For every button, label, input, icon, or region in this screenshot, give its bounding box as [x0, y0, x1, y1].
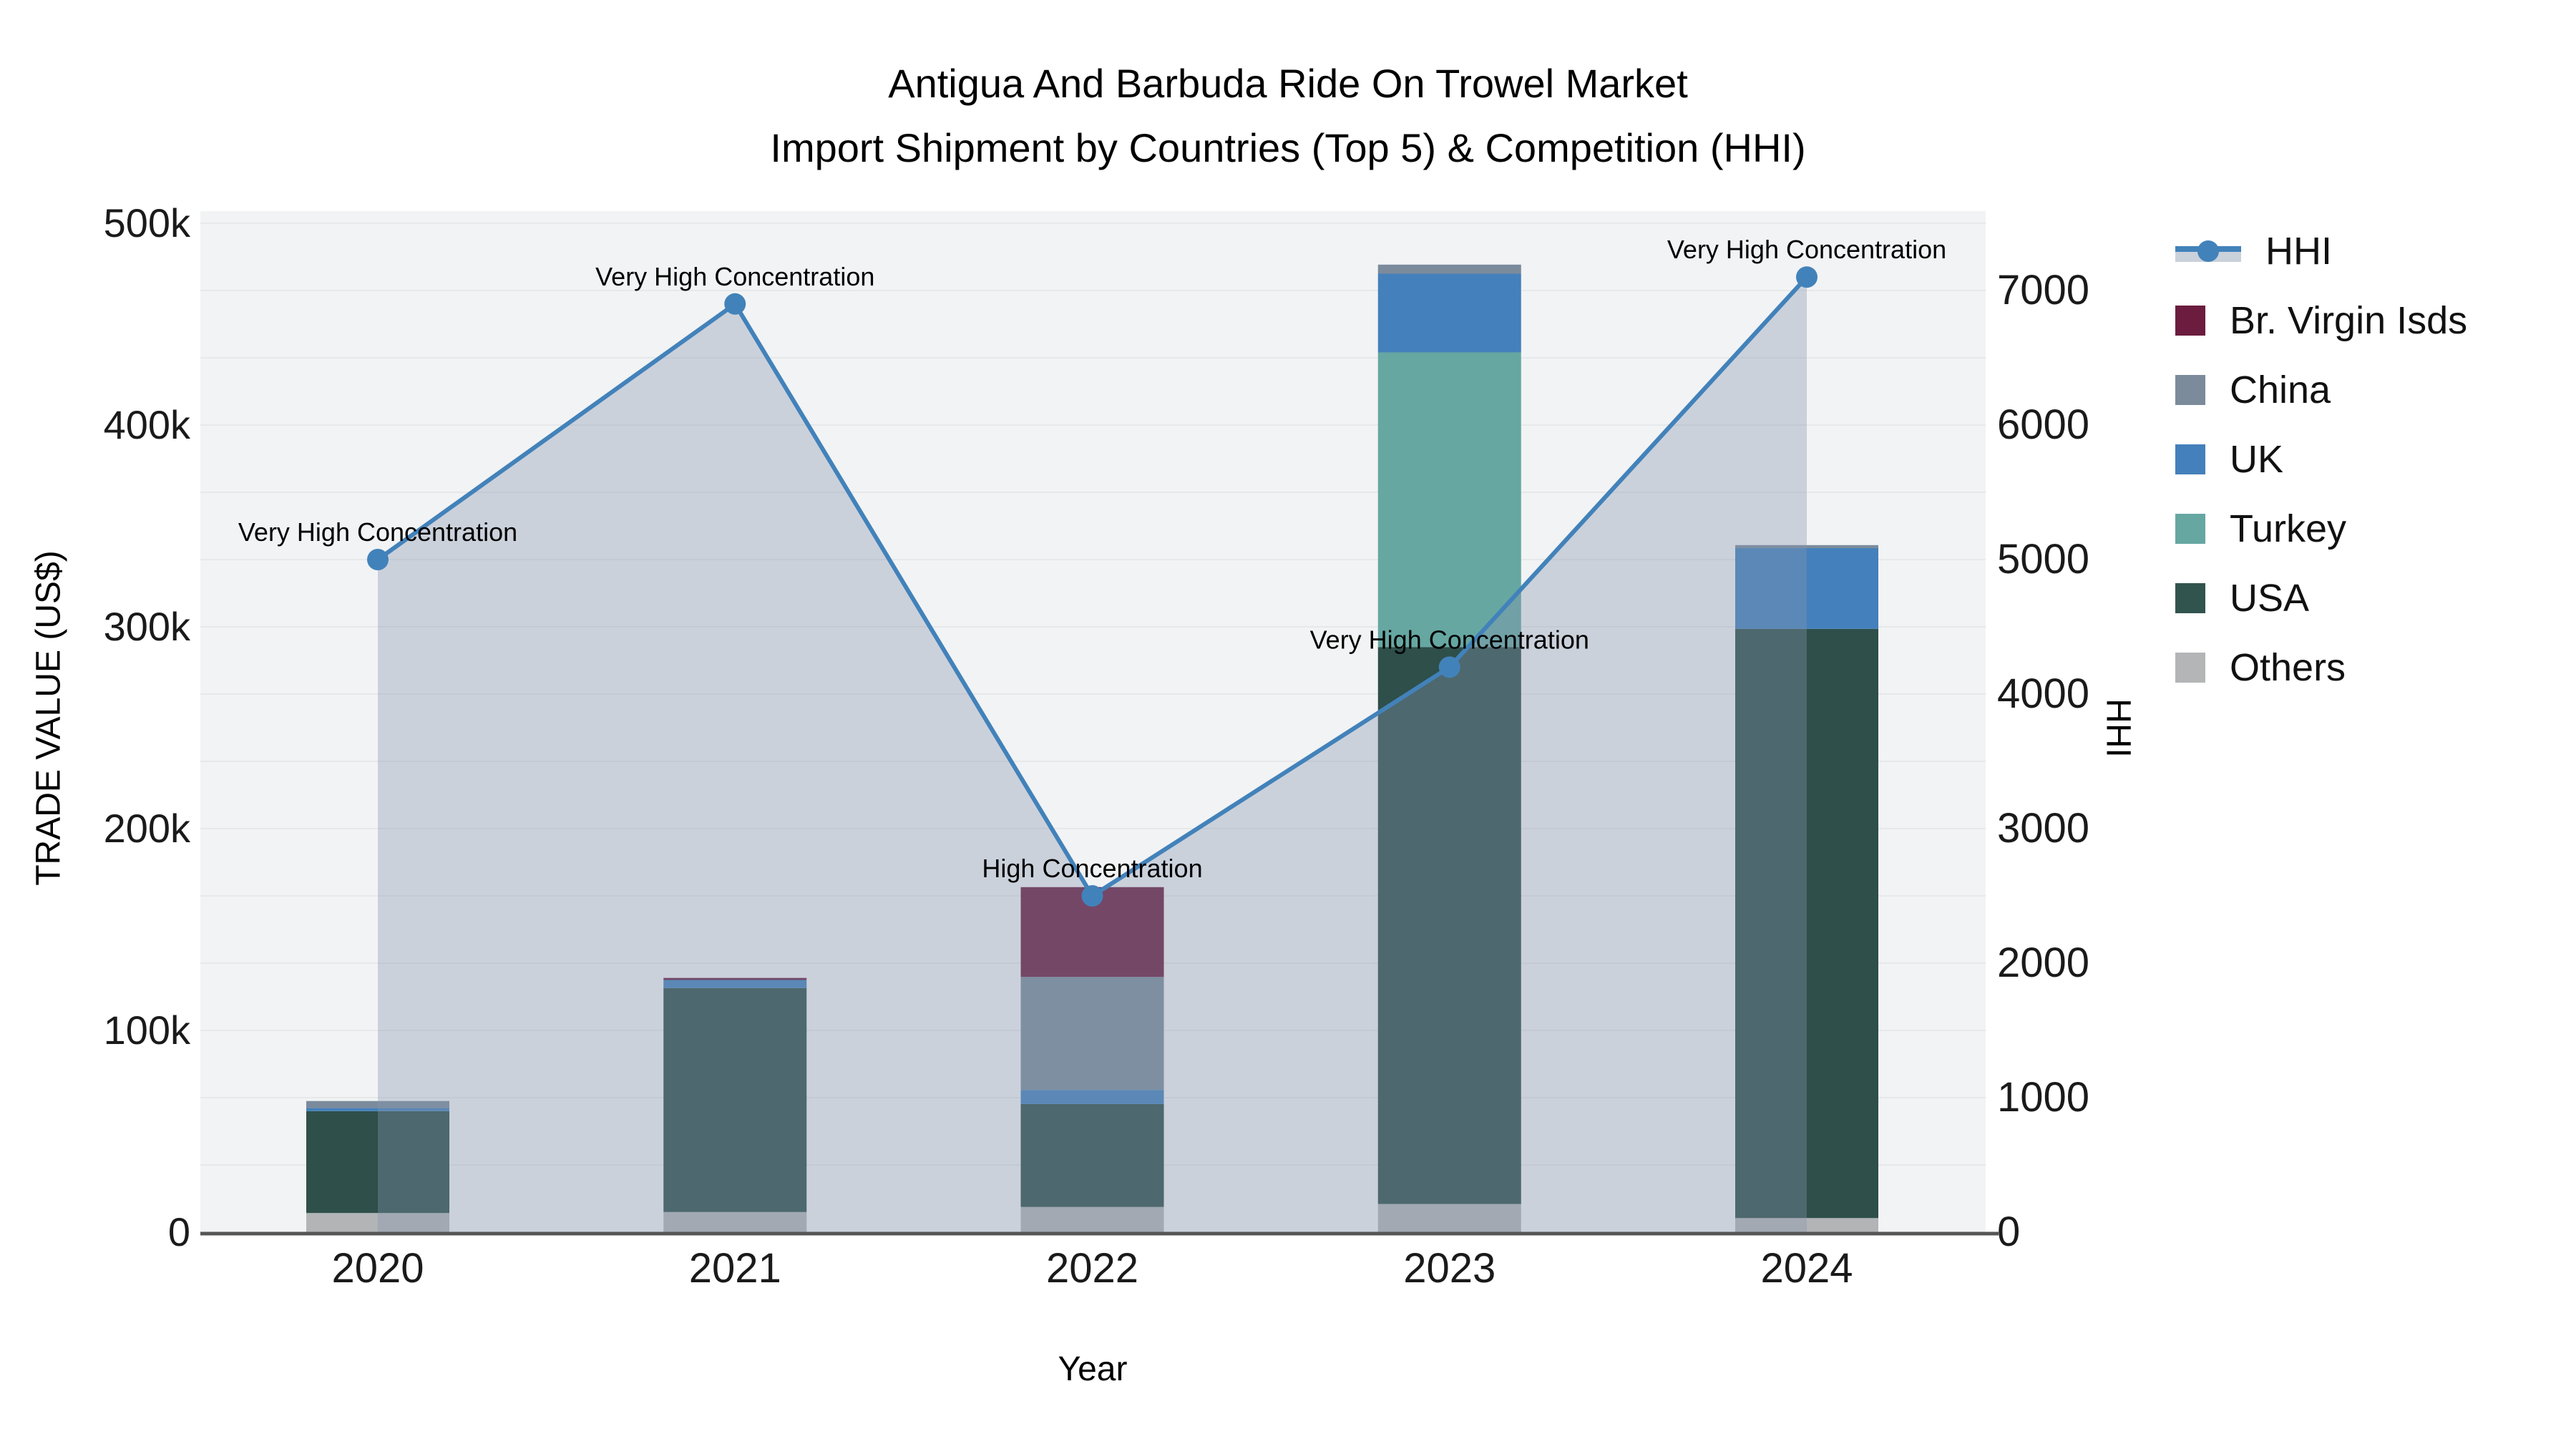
annotation-2021: Very High Concentration	[595, 262, 874, 291]
y-right-tick-7000: 7000	[1997, 267, 2089, 313]
legend-item-china[interactable]: China	[2175, 369, 2467, 411]
bar-segment-2021-uk[interactable]	[663, 980, 807, 988]
legend-label: China	[2230, 369, 2331, 411]
y-right-tick-6000: 6000	[1997, 401, 2089, 448]
legend: HHI Br. Virgin Isds China UK Turkey USA Others	[2175, 230, 2468, 689]
annotation-2020: Very High Concentration	[238, 517, 517, 547]
y-left-tick-400k: 400k	[104, 402, 191, 447]
legend-label: Others	[2230, 646, 2346, 689]
bar-segment-2022-uk[interactable]	[1020, 1090, 1164, 1104]
bar-segment-2021-usa[interactable]	[663, 987, 807, 1212]
legend-color-swatch	[2175, 653, 2205, 683]
legend-item-turkey[interactable]: Turkey	[2175, 507, 2467, 550]
y-right-tick-4000: 4000	[1997, 670, 2089, 717]
legend-hhi-line-icon	[2175, 240, 2241, 262]
legend-label: Br. Virgin Isds	[2230, 299, 2468, 342]
bar-segment-2021-br-virgin-isds[interactable]	[663, 977, 807, 980]
bar-segment-2020-usa[interactable]	[306, 1111, 449, 1214]
bar-segment-2020-china[interactable]	[306, 1101, 449, 1108]
y-left-tick-300k: 300k	[104, 604, 191, 649]
bar-segment-2023-turkey[interactable]	[1377, 352, 1521, 648]
bar-segment-2023-uk[interactable]	[1377, 273, 1521, 353]
legend-label: HHI	[2265, 230, 2332, 273]
bar-segment-2024-uk[interactable]	[1735, 548, 1878, 629]
hhi-marker-2024[interactable]	[1796, 266, 1818, 288]
bar-segment-2020-uk[interactable]	[306, 1108, 449, 1111]
y-right-tick-2000: 2000	[1997, 940, 2089, 986]
annotation-2024: Very High Concentration	[1667, 235, 1946, 264]
legend-color-swatch	[2175, 306, 2205, 336]
y-axis-title-right: HHI	[2099, 698, 2137, 758]
bar-segment-2022-china[interactable]	[1020, 977, 1164, 1091]
bar-segment-2022-others[interactable]	[1020, 1206, 1164, 1232]
legend-label: USA	[2230, 577, 2310, 620]
hhi-marker-2023[interactable]	[1438, 656, 1460, 678]
y-axis-title-left: TRADE VALUE (US$)	[29, 550, 68, 886]
x-tick-2021[interactable]: 2021	[689, 1245, 781, 1292]
bar-segment-2021-others[interactable]	[663, 1211, 807, 1232]
annotation-2023: Very High Concentration	[1310, 625, 1589, 654]
x-tick-2023[interactable]: 2023	[1403, 1245, 1496, 1292]
chart-title-line1: Antigua And Barbuda Ride On Trowel Marke…	[888, 61, 1688, 106]
y-right-tick-5000: 5000	[1997, 536, 2089, 582]
y-left-tick-0: 0	[168, 1209, 190, 1254]
bar-segment-2024-usa[interactable]	[1735, 628, 1878, 1219]
bar-segment-2024-others[interactable]	[1735, 1218, 1878, 1232]
hhi-marker-2022[interactable]	[1081, 885, 1103, 907]
bar-segment-2023-others[interactable]	[1377, 1204, 1521, 1232]
legend-color-swatch	[2175, 514, 2205, 544]
hhi-marker-2020[interactable]	[367, 549, 389, 570]
legend-color-swatch	[2175, 444, 2205, 474]
legend-color-swatch	[2175, 583, 2205, 613]
bar-segment-2024-china[interactable]	[1735, 545, 1878, 549]
bar-segment-2023-usa[interactable]	[1377, 647, 1521, 1204]
chart-title-line2: Import Shipment by Countries (Top 5) & C…	[770, 125, 1806, 170]
y-right-tick-3000: 3000	[1997, 805, 2089, 852]
chart-title: Antigua And Barbuda Ride On Trowel Marke…	[0, 52, 2576, 180]
legend-color-swatch	[2175, 375, 2205, 405]
legend-label: UK	[2230, 438, 2284, 481]
hhi-marker-2021[interactable]	[724, 293, 746, 315]
y-left-tick-500k: 500k	[104, 200, 191, 245]
x-axis-title: Year	[1058, 1350, 1128, 1388]
bar-segment-2023-china[interactable]	[1377, 264, 1521, 274]
y-left-tick-100k: 100k	[104, 1008, 191, 1053]
legend-item-hhi[interactable]: HHI	[2175, 230, 2467, 273]
y-right-tick-1000: 1000	[1997, 1074, 2089, 1121]
x-tick-2022[interactable]: 2022	[1046, 1245, 1138, 1292]
bar-segment-2020-others[interactable]	[306, 1213, 449, 1232]
hhi-area-fill	[378, 277, 1807, 1233]
y-right-tick-0: 0	[1997, 1209, 2020, 1255]
legend-label: Turkey	[2230, 507, 2347, 550]
legend-item-br-virgin-isds[interactable]: Br. Virgin Isds	[2175, 299, 2468, 342]
legend-item-usa[interactable]: USA	[2175, 577, 2467, 620]
x-tick-2020[interactable]: 2020	[331, 1245, 424, 1292]
legend-item-uk[interactable]: UK	[2175, 438, 2467, 481]
annotation-2022: High Concentration	[982, 854, 1202, 883]
legend-item-others[interactable]: Others	[2175, 646, 2467, 689]
y-left-tick-200k: 200k	[104, 806, 191, 851]
bar-segment-2022-usa[interactable]	[1020, 1103, 1164, 1207]
x-tick-2024[interactable]: 2024	[1760, 1245, 1853, 1292]
